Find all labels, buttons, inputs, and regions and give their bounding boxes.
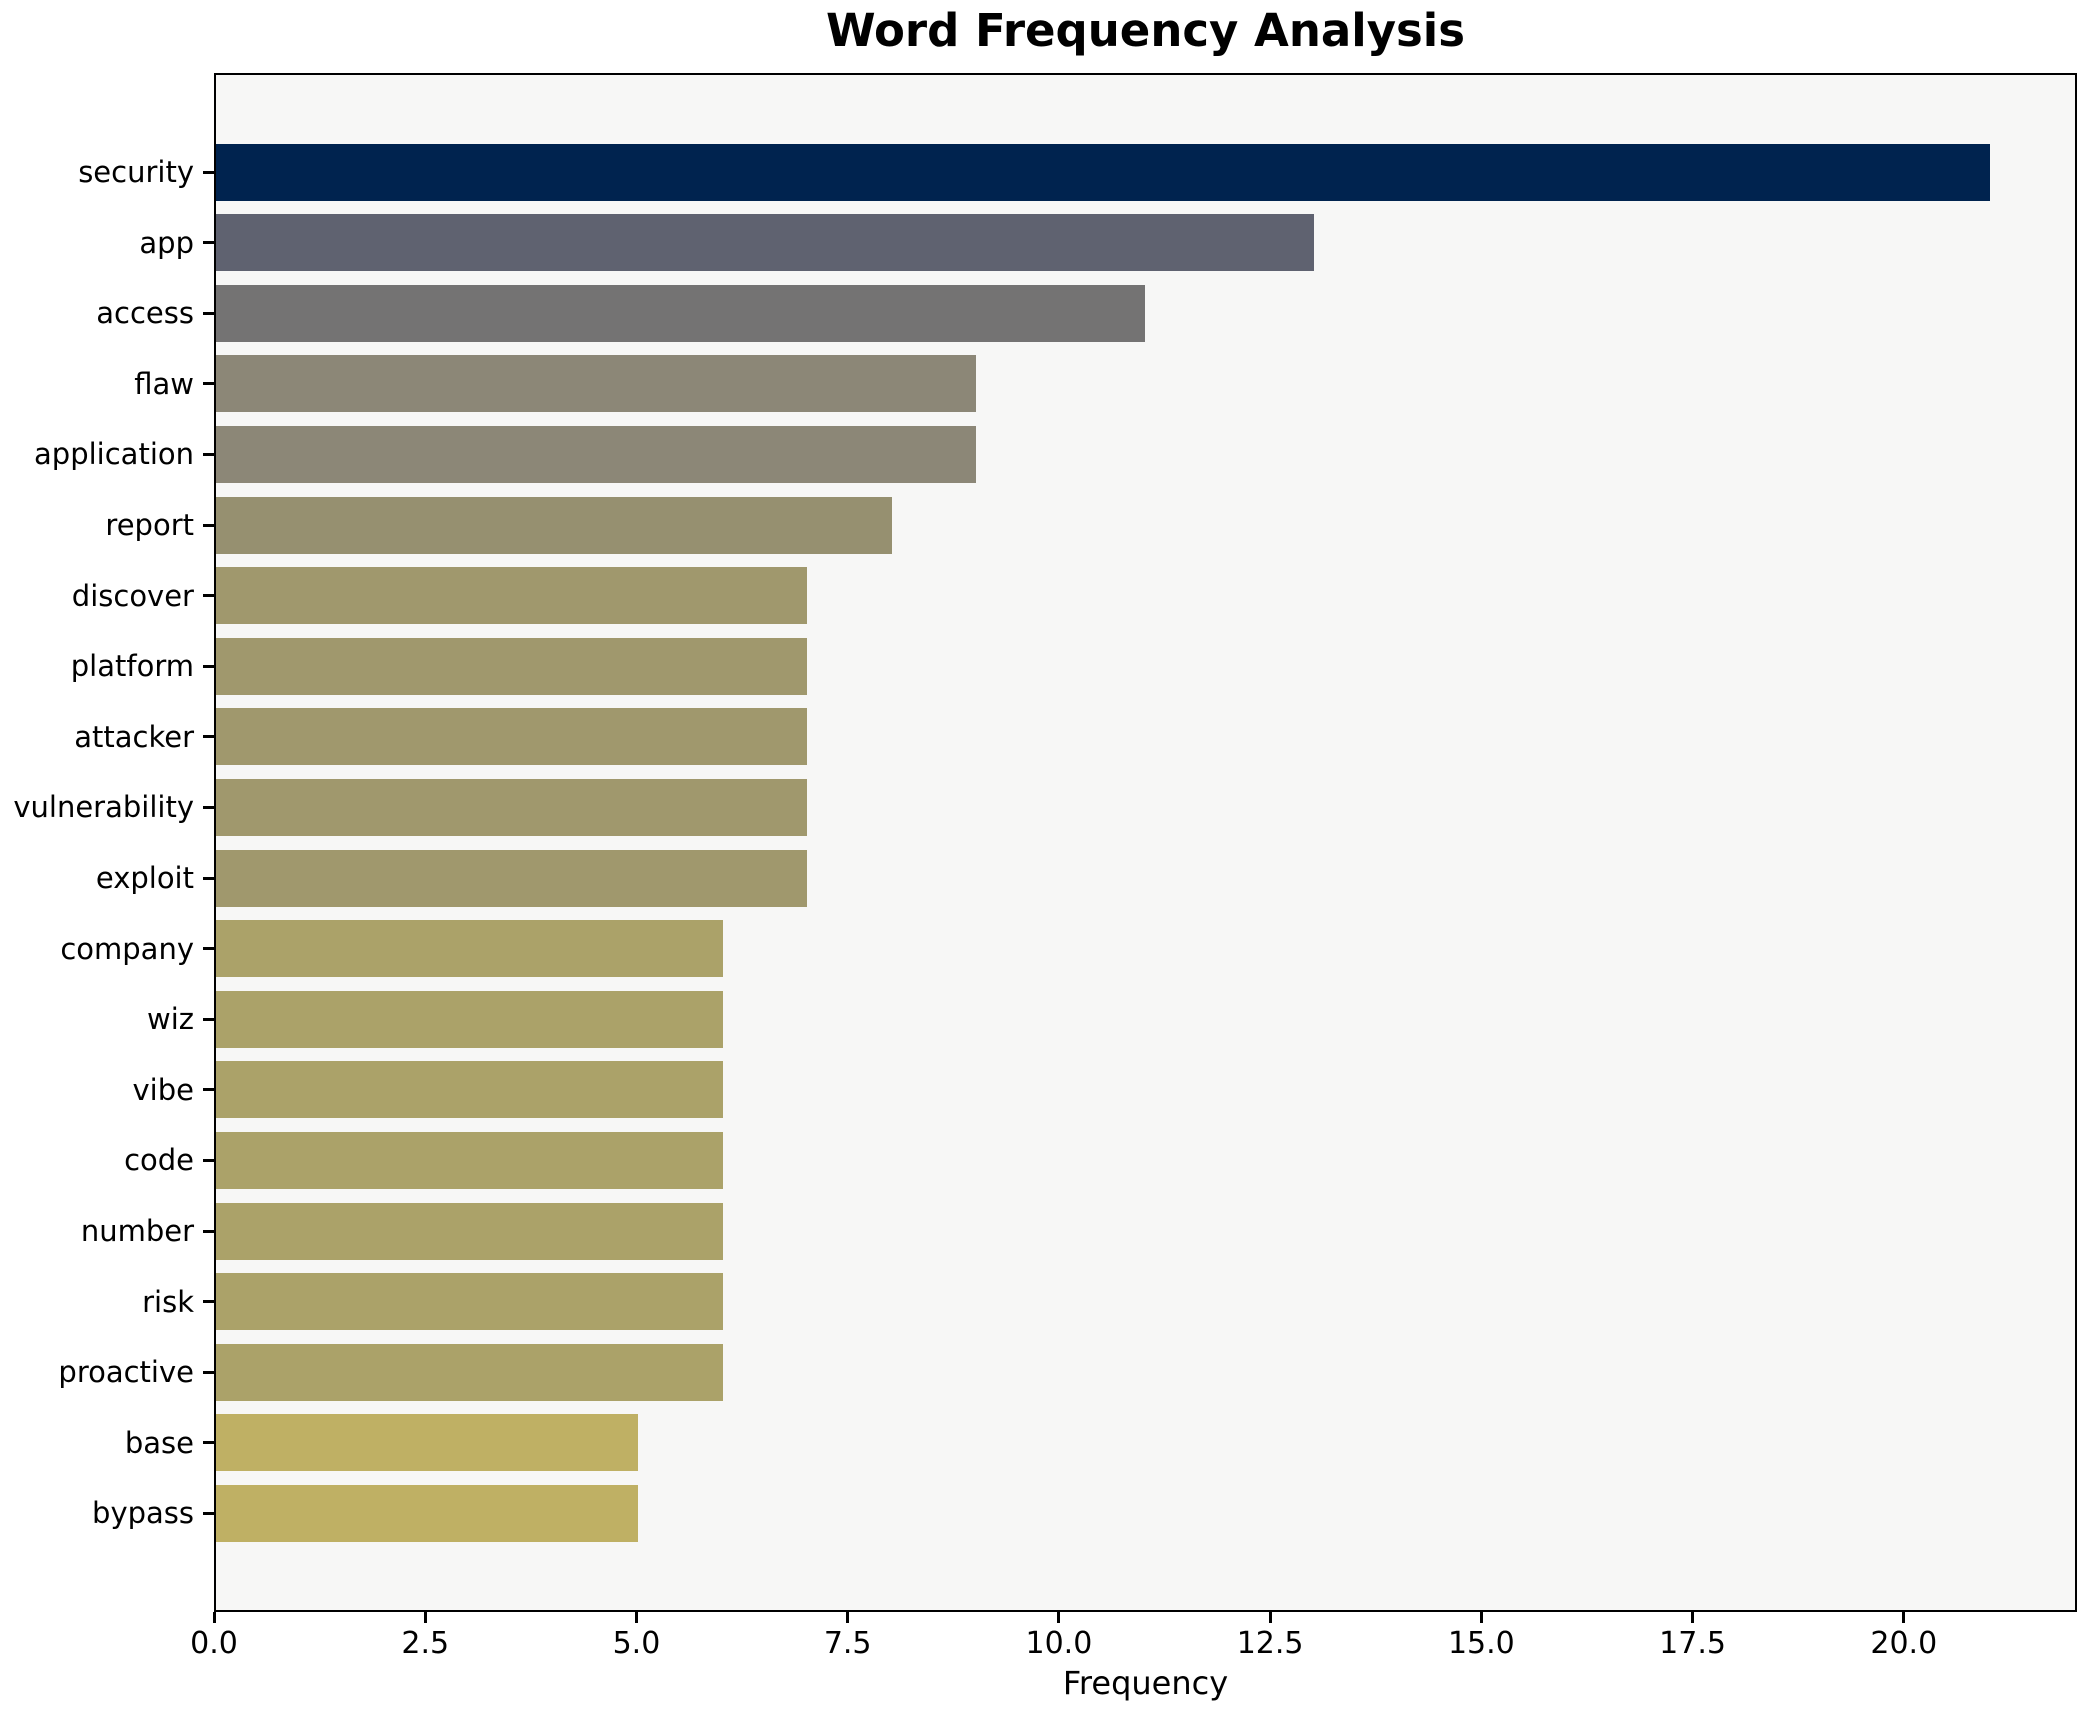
x-tick-mark [846,1612,850,1623]
bar-report [216,496,892,554]
bar-exploit [216,849,808,907]
plot-area [214,73,2077,1612]
x-tick-mark [423,1612,427,1623]
y-tick-label-proactive: proactive [58,1355,194,1390]
x-tick-label-2.5: 2.5 [401,1626,450,1661]
y-tick-mark [203,1088,214,1092]
y-tick-mark [203,1158,214,1162]
bar-flaw [216,355,977,413]
x-tick-label-7.5: 7.5 [823,1626,872,1661]
bar-platform [216,637,808,695]
bar-base [216,1414,639,1472]
y-tick-label-application: application [34,437,194,472]
y-tick-mark [203,1511,214,1515]
y-tick-mark [203,876,214,880]
y-tick-label-security: security [78,155,194,189]
bar-code [216,1131,723,1189]
y-tick-mark [203,1229,214,1233]
bar-access [216,284,1146,342]
y-tick-mark [203,594,214,598]
y-tick-label-bypass: bypass [92,1496,194,1531]
x-tick-mark [212,1612,216,1623]
bar-bypass [216,1484,639,1542]
y-tick-mark [203,1300,214,1304]
x-axis-title: Frequency [1062,1664,1229,1702]
y-tick-mark [203,170,214,174]
bar-application [216,425,977,483]
y-tick-mark [203,311,214,315]
y-tick-mark [203,523,214,527]
y-tick-label-attacker: attacker [74,719,194,754]
bar-wiz [216,990,723,1048]
x-tick-label-15.0: 15.0 [1447,1626,1515,1661]
y-tick-label-flaw: flaw [134,366,194,401]
y-tick-label-vibe: vibe [132,1072,194,1107]
y-tick-label-access: access [96,296,194,331]
x-tick-label-5.0: 5.0 [612,1626,661,1661]
y-tick-mark [203,241,214,245]
y-tick-mark [203,382,214,386]
y-tick-label-app: app [139,225,194,260]
bar-app [216,214,1315,272]
x-tick-mark [1691,1612,1695,1623]
y-tick-mark [203,1441,214,1445]
bar-security [216,143,1991,201]
x-tick-mark [1479,1612,1483,1623]
bar-number [216,1202,723,1260]
x-tick-label-20.0: 20.0 [1870,1626,1938,1661]
y-tick-label-wiz: wiz [147,1002,194,1037]
y-tick-label-number: number [80,1214,194,1248]
y-tick-label-code: code [124,1143,194,1178]
bar-vulnerability [216,778,808,836]
y-tick-label-company: company [60,931,194,966]
x-tick-label-0.0: 0.0 [190,1626,238,1661]
x-tick-mark [1268,1612,1272,1623]
bar-proactive [216,1343,723,1401]
y-tick-mark [203,1017,214,1021]
bar-vibe [216,1061,723,1119]
y-tick-label-risk: risk [142,1284,194,1319]
bar-risk [216,1273,723,1331]
x-tick-mark [634,1612,638,1623]
chart-title: Word Frequency Analysis [825,4,1466,57]
bar-attacker [216,708,808,766]
y-tick-label-platform: platform [70,649,194,684]
y-tick-label-vulnerability: vulnerability [13,790,194,825]
y-tick-mark [203,947,214,951]
y-tick-label-discover: discover [71,578,194,613]
y-tick-label-base: base [124,1425,194,1460]
y-tick-mark [203,664,214,668]
x-tick-mark [1902,1612,1906,1623]
y-tick-mark [203,1370,214,1374]
y-tick-label-exploit: exploit [95,861,194,895]
y-tick-mark [203,805,214,809]
bar-company [216,920,723,978]
y-tick-label-report: report [105,508,194,542]
x-tick-label-17.5: 17.5 [1659,1626,1726,1661]
y-tick-mark [203,452,214,456]
bar-discover [216,567,808,625]
x-tick-label-10.0: 10.0 [1025,1626,1093,1661]
y-tick-mark [203,735,214,739]
x-tick-mark [1057,1612,1061,1623]
x-tick-label-12.5: 12.5 [1236,1626,1304,1661]
